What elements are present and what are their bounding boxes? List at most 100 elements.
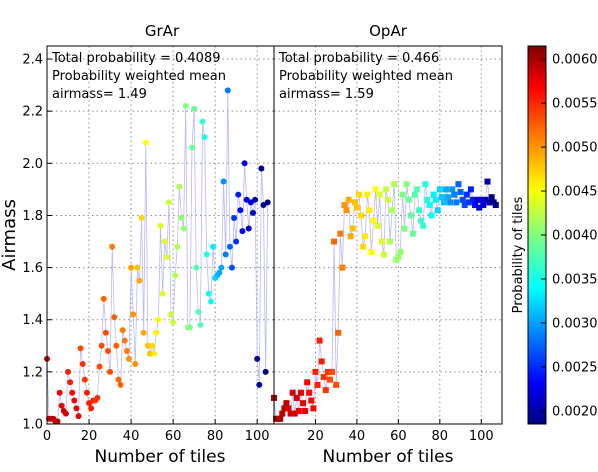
data-point <box>109 243 116 250</box>
data-point <box>300 400 307 407</box>
data-point <box>426 202 433 209</box>
data-point <box>302 407 309 414</box>
data-point <box>451 191 458 198</box>
data-point <box>123 348 130 355</box>
colorbar-tick-label: 0.0030 <box>552 316 598 331</box>
data-point <box>163 254 170 261</box>
data-point <box>153 329 160 336</box>
data-point <box>347 233 354 240</box>
x-axis-label-opar: Number of tiles <box>323 447 454 467</box>
x-ticks-left: 0 20 40 60 80 100 <box>43 419 270 444</box>
data-point <box>409 230 416 237</box>
data-point <box>178 215 185 222</box>
data-point <box>237 207 244 214</box>
data-point <box>395 254 402 261</box>
data-point <box>326 376 333 383</box>
data-point <box>161 238 168 245</box>
data-point <box>220 178 227 185</box>
connector-line-left <box>46 90 269 422</box>
data-point <box>422 181 429 188</box>
data-point <box>256 381 263 388</box>
data-point <box>69 389 76 396</box>
panel-title-grar: GrAr <box>145 22 180 40</box>
data-point <box>329 368 336 375</box>
data-point <box>252 196 259 203</box>
y-tick-label: 1.8 <box>22 209 43 224</box>
x-tick-label: 0 <box>43 429 51 444</box>
data-point <box>372 186 379 193</box>
data-point <box>378 238 385 245</box>
data-point <box>445 194 452 201</box>
data-point <box>385 196 391 203</box>
data-point <box>355 191 362 198</box>
y-tick-label: 1.4 <box>22 313 43 328</box>
data-point <box>172 272 179 279</box>
data-point <box>362 233 369 240</box>
y-axis-label: Airmass <box>0 199 20 271</box>
data-point <box>73 405 80 412</box>
data-point <box>113 342 120 349</box>
data-point <box>320 374 327 381</box>
data-point <box>111 314 118 321</box>
data-point <box>182 102 189 109</box>
data-point <box>176 183 183 190</box>
data-point <box>380 251 387 258</box>
y-tick-label: 1.6 <box>22 261 43 276</box>
data-point <box>432 196 439 203</box>
data-point <box>151 350 158 357</box>
data-point <box>343 207 350 214</box>
y-tick-label: 1.0 <box>22 418 43 433</box>
connector-line <box>46 90 269 422</box>
data-point <box>324 368 331 375</box>
data-point <box>81 376 88 383</box>
data-point <box>480 202 487 209</box>
data-point <box>197 321 204 328</box>
data-point <box>201 134 208 141</box>
data-point <box>218 264 225 271</box>
data-point <box>447 199 454 206</box>
data-point <box>484 178 491 185</box>
data-point <box>478 196 485 203</box>
data-point <box>115 376 122 383</box>
data-point <box>293 394 300 401</box>
data-point <box>418 217 425 224</box>
data-point <box>210 243 217 250</box>
data-point <box>364 191 371 198</box>
plot-frame-right <box>273 45 503 425</box>
data-point <box>438 194 445 201</box>
data-point <box>117 381 124 388</box>
data-point <box>132 361 139 368</box>
colorbar-tick-label: 0.0060 <box>552 53 598 68</box>
panel-grar: GrAr 0 20 40 60 80 100 1.0 1.2 1.4 1.6 1.8 2.0 2.2 2… <box>0 22 275 467</box>
data-point <box>75 413 82 420</box>
data-point <box>258 165 265 172</box>
data-point <box>83 389 90 396</box>
data-point <box>465 199 472 206</box>
data-point <box>436 186 443 193</box>
colorbar-tick-label: 0.0055 <box>552 97 598 112</box>
data-point <box>349 225 356 232</box>
grid-left <box>47 46 274 424</box>
data-point <box>88 405 95 412</box>
data-point <box>353 204 360 211</box>
data-point <box>316 337 323 344</box>
data-point <box>492 202 499 209</box>
data-point <box>144 342 151 349</box>
data-point <box>308 397 315 404</box>
x-tick-label: 20 <box>81 429 98 444</box>
data-point <box>360 243 367 250</box>
colorbar-tick-label: 0.0035 <box>552 272 598 287</box>
y-tick-label: 1.2 <box>22 365 43 380</box>
data-point <box>345 196 352 203</box>
data-point <box>401 225 408 232</box>
data-point <box>226 243 233 250</box>
colorbar-label: Probability of tiles <box>511 196 526 313</box>
data-point <box>140 329 147 336</box>
data-point <box>107 368 114 375</box>
data-point <box>331 238 338 245</box>
data-point <box>318 358 325 365</box>
annotation-opar-line3: airmass= 1.59 <box>279 87 374 102</box>
data-point <box>304 379 311 386</box>
data-point <box>370 217 377 224</box>
